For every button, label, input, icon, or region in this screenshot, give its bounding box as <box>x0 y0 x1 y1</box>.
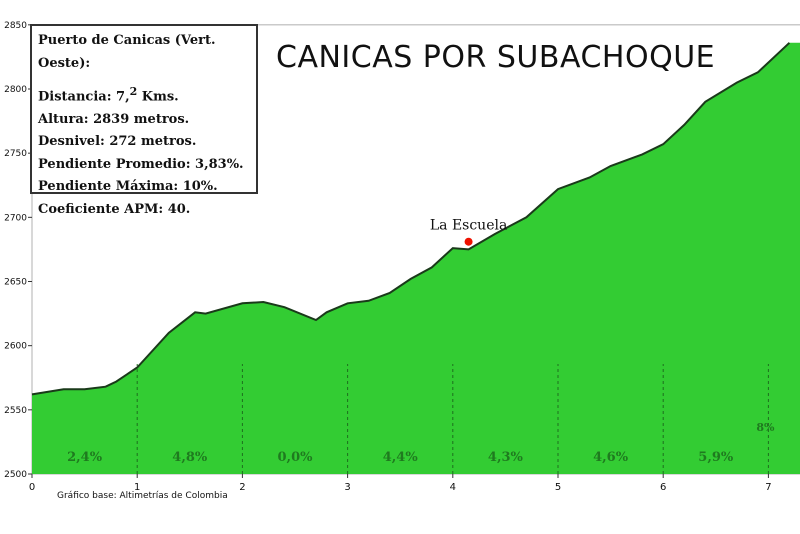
y-tick-label: 2800 <box>4 85 27 95</box>
distance-unit: Kms. <box>141 89 179 105</box>
x-tick-label: 3 <box>344 482 350 493</box>
route-heading: Puerto de Canicas (Vert. Oeste): <box>38 33 216 71</box>
x-tick-label: 6 <box>660 482 666 493</box>
distance-decimal: 2 <box>129 85 138 98</box>
x-tick-label: 7 <box>765 482 771 493</box>
x-tick-label: 0 <box>29 482 35 493</box>
x-tick-label: 2 <box>239 482 245 493</box>
x-tick-label: 5 <box>555 482 561 493</box>
segment-grade-label: 4,6% <box>593 450 629 465</box>
distance-line: Distancia: 7,2 Kms. <box>38 81 250 109</box>
segment-grade-label: 8% <box>756 421 775 434</box>
distance-value: 7, <box>116 89 130 105</box>
y-tick-label: 2750 <box>4 149 27 159</box>
route-info-box: Puerto de Canicas (Vert. Oeste): Distanc… <box>30 24 258 217</box>
y-tick-label: 2650 <box>4 278 27 288</box>
max-grade-line: Pendiente Máxima: 10%. <box>38 179 218 195</box>
y-tick-label: 2850 <box>4 21 27 31</box>
apm-coefficient-line: Coeficiente APM: 40. <box>38 201 191 217</box>
source-credit: Gráfico base: Altimetrías de Colombia <box>57 491 228 501</box>
segment-grade-label: 4,8% <box>172 450 208 465</box>
segment-grade-label: 2,4% <box>67 450 103 465</box>
elevation-line <box>31 42 791 396</box>
y-tick-label: 2600 <box>4 342 27 352</box>
y-tick-label: 2500 <box>4 470 27 480</box>
elevation-area <box>32 42 800 474</box>
altitude-line: Altura: 2839 metros. <box>38 111 190 127</box>
y-tick-label: 2550 <box>4 406 27 416</box>
segment-grade-label: 4,3% <box>488 450 524 465</box>
x-tick-label: 1 <box>134 482 140 493</box>
drop-line: Desnivel: 272 metros. <box>38 134 197 150</box>
chart-title: CANICAS POR SUBACHOQUE <box>276 40 716 75</box>
average-grade-line: Pendiente Promedio: 3,83%. <box>38 156 244 172</box>
segment-grade-label: 5,9% <box>698 450 734 465</box>
y-tick-label: 2700 <box>4 213 27 223</box>
distance-label: Distancia: <box>38 89 112 105</box>
segment-grade-label: 4,4% <box>383 450 419 465</box>
segment-grade-label: 0,0% <box>278 450 314 465</box>
la-escuela-label: La Escuela <box>430 218 507 234</box>
x-tick-label: 4 <box>450 482 456 493</box>
la-escuela-marker <box>464 237 473 246</box>
